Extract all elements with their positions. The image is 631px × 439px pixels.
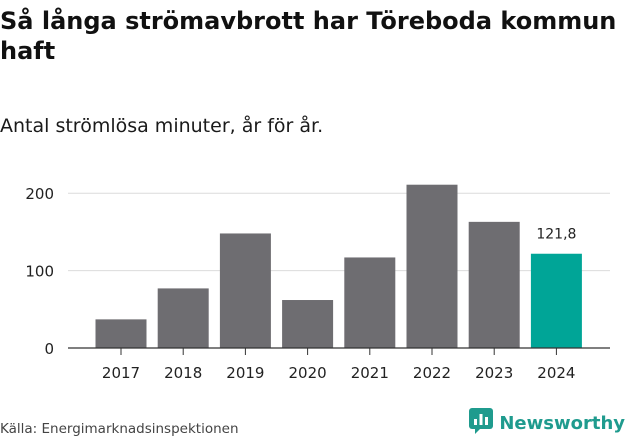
x-tick-label: 2017 [102,364,140,382]
chart-title: Så långa strömavbrott har Töreboda kommu… [0,7,617,65]
x-tick-label: 2024 [537,364,575,382]
y-tick-label: 100 [25,263,54,281]
bar [95,319,147,348]
x-tick-label: 2023 [475,364,513,382]
bar [406,184,458,348]
bar [468,221,520,348]
source-note: Källa: Energimarknadsinspektionen [0,421,239,437]
bar-chart: 0 100 200 2017 2018 2019 2020 2021 2022 2023 2024 1… [25,184,610,382]
brand-logo: Newsworthy [469,408,625,438]
y-tick-label: 0 [44,340,54,358]
y-tick-label: 200 [25,185,54,203]
bar [530,253,582,348]
bar [157,288,209,348]
brand-name: Newsworthy [499,412,625,434]
data-label: 121,8 [536,227,576,243]
x-tick-label: 2020 [289,364,327,382]
x-tick-label: 2018 [164,364,202,382]
x-tick-label: 2022 [413,364,451,382]
x-tick-label: 2019 [226,364,264,382]
chart-subtitle: Antal strömlösa minuter, år för år. [0,115,324,137]
bar [282,300,334,348]
bar [219,233,271,348]
bar [344,257,396,348]
newsworthy-chart-logo-icon [469,408,494,438]
x-tick-label: 2021 [351,364,389,382]
